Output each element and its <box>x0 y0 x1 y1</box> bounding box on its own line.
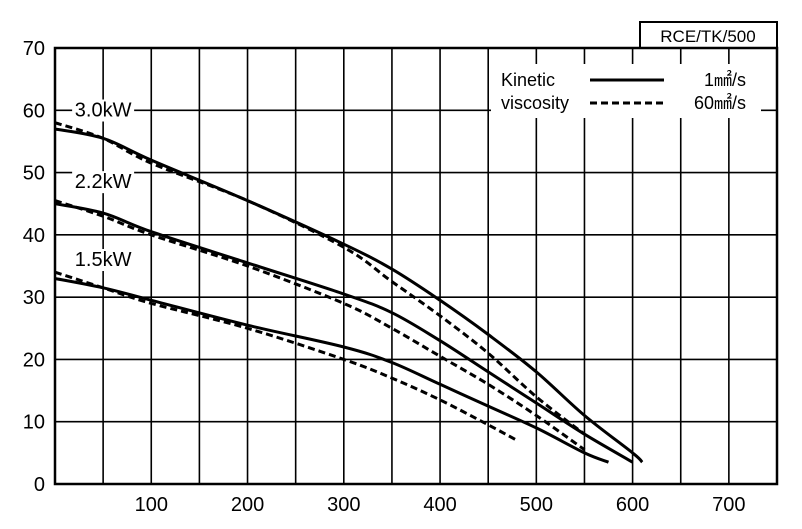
legend: Kinetic viscosity 1㎟/s 60㎟/s <box>491 64 761 118</box>
y-tick-label: 70 <box>23 38 45 60</box>
legend-title-line1: Kinetic <box>501 70 555 90</box>
curve-label: 1.5kW <box>75 249 132 271</box>
curve-label: 2.2kW <box>75 171 132 193</box>
x-tick-label: 600 <box>616 494 649 516</box>
y-tick-label: 10 <box>23 412 45 434</box>
x-tick-label: 500 <box>520 494 553 516</box>
x-tick-label: 700 <box>712 494 745 516</box>
legend-title-line2: viscosity <box>501 93 569 113</box>
x-tick-label: 400 <box>423 494 456 516</box>
model-label: RCE/TK/500 <box>660 27 755 46</box>
y-tick-label: 30 <box>23 287 45 309</box>
legend-entry-dashed: 60㎟/s <box>694 92 746 113</box>
y-tick-label: 60 <box>23 100 45 122</box>
y-tick-label: 40 <box>23 225 45 247</box>
y-tick-label: 0 <box>34 474 45 496</box>
y-tick-label: 50 <box>23 163 45 185</box>
x-tick-label: 300 <box>327 494 360 516</box>
y-tick-label: 20 <box>23 349 45 371</box>
x-tick-label: 200 <box>231 494 264 516</box>
curve-label: 3.0kW <box>75 100 132 122</box>
legend-entry-solid: 1㎟/s <box>704 69 746 90</box>
x-tick-label: 100 <box>135 494 168 516</box>
pump-performance-chart: RCE/TK/500 Kinetic viscosity 1㎟/s 60㎟/s … <box>0 0 802 524</box>
